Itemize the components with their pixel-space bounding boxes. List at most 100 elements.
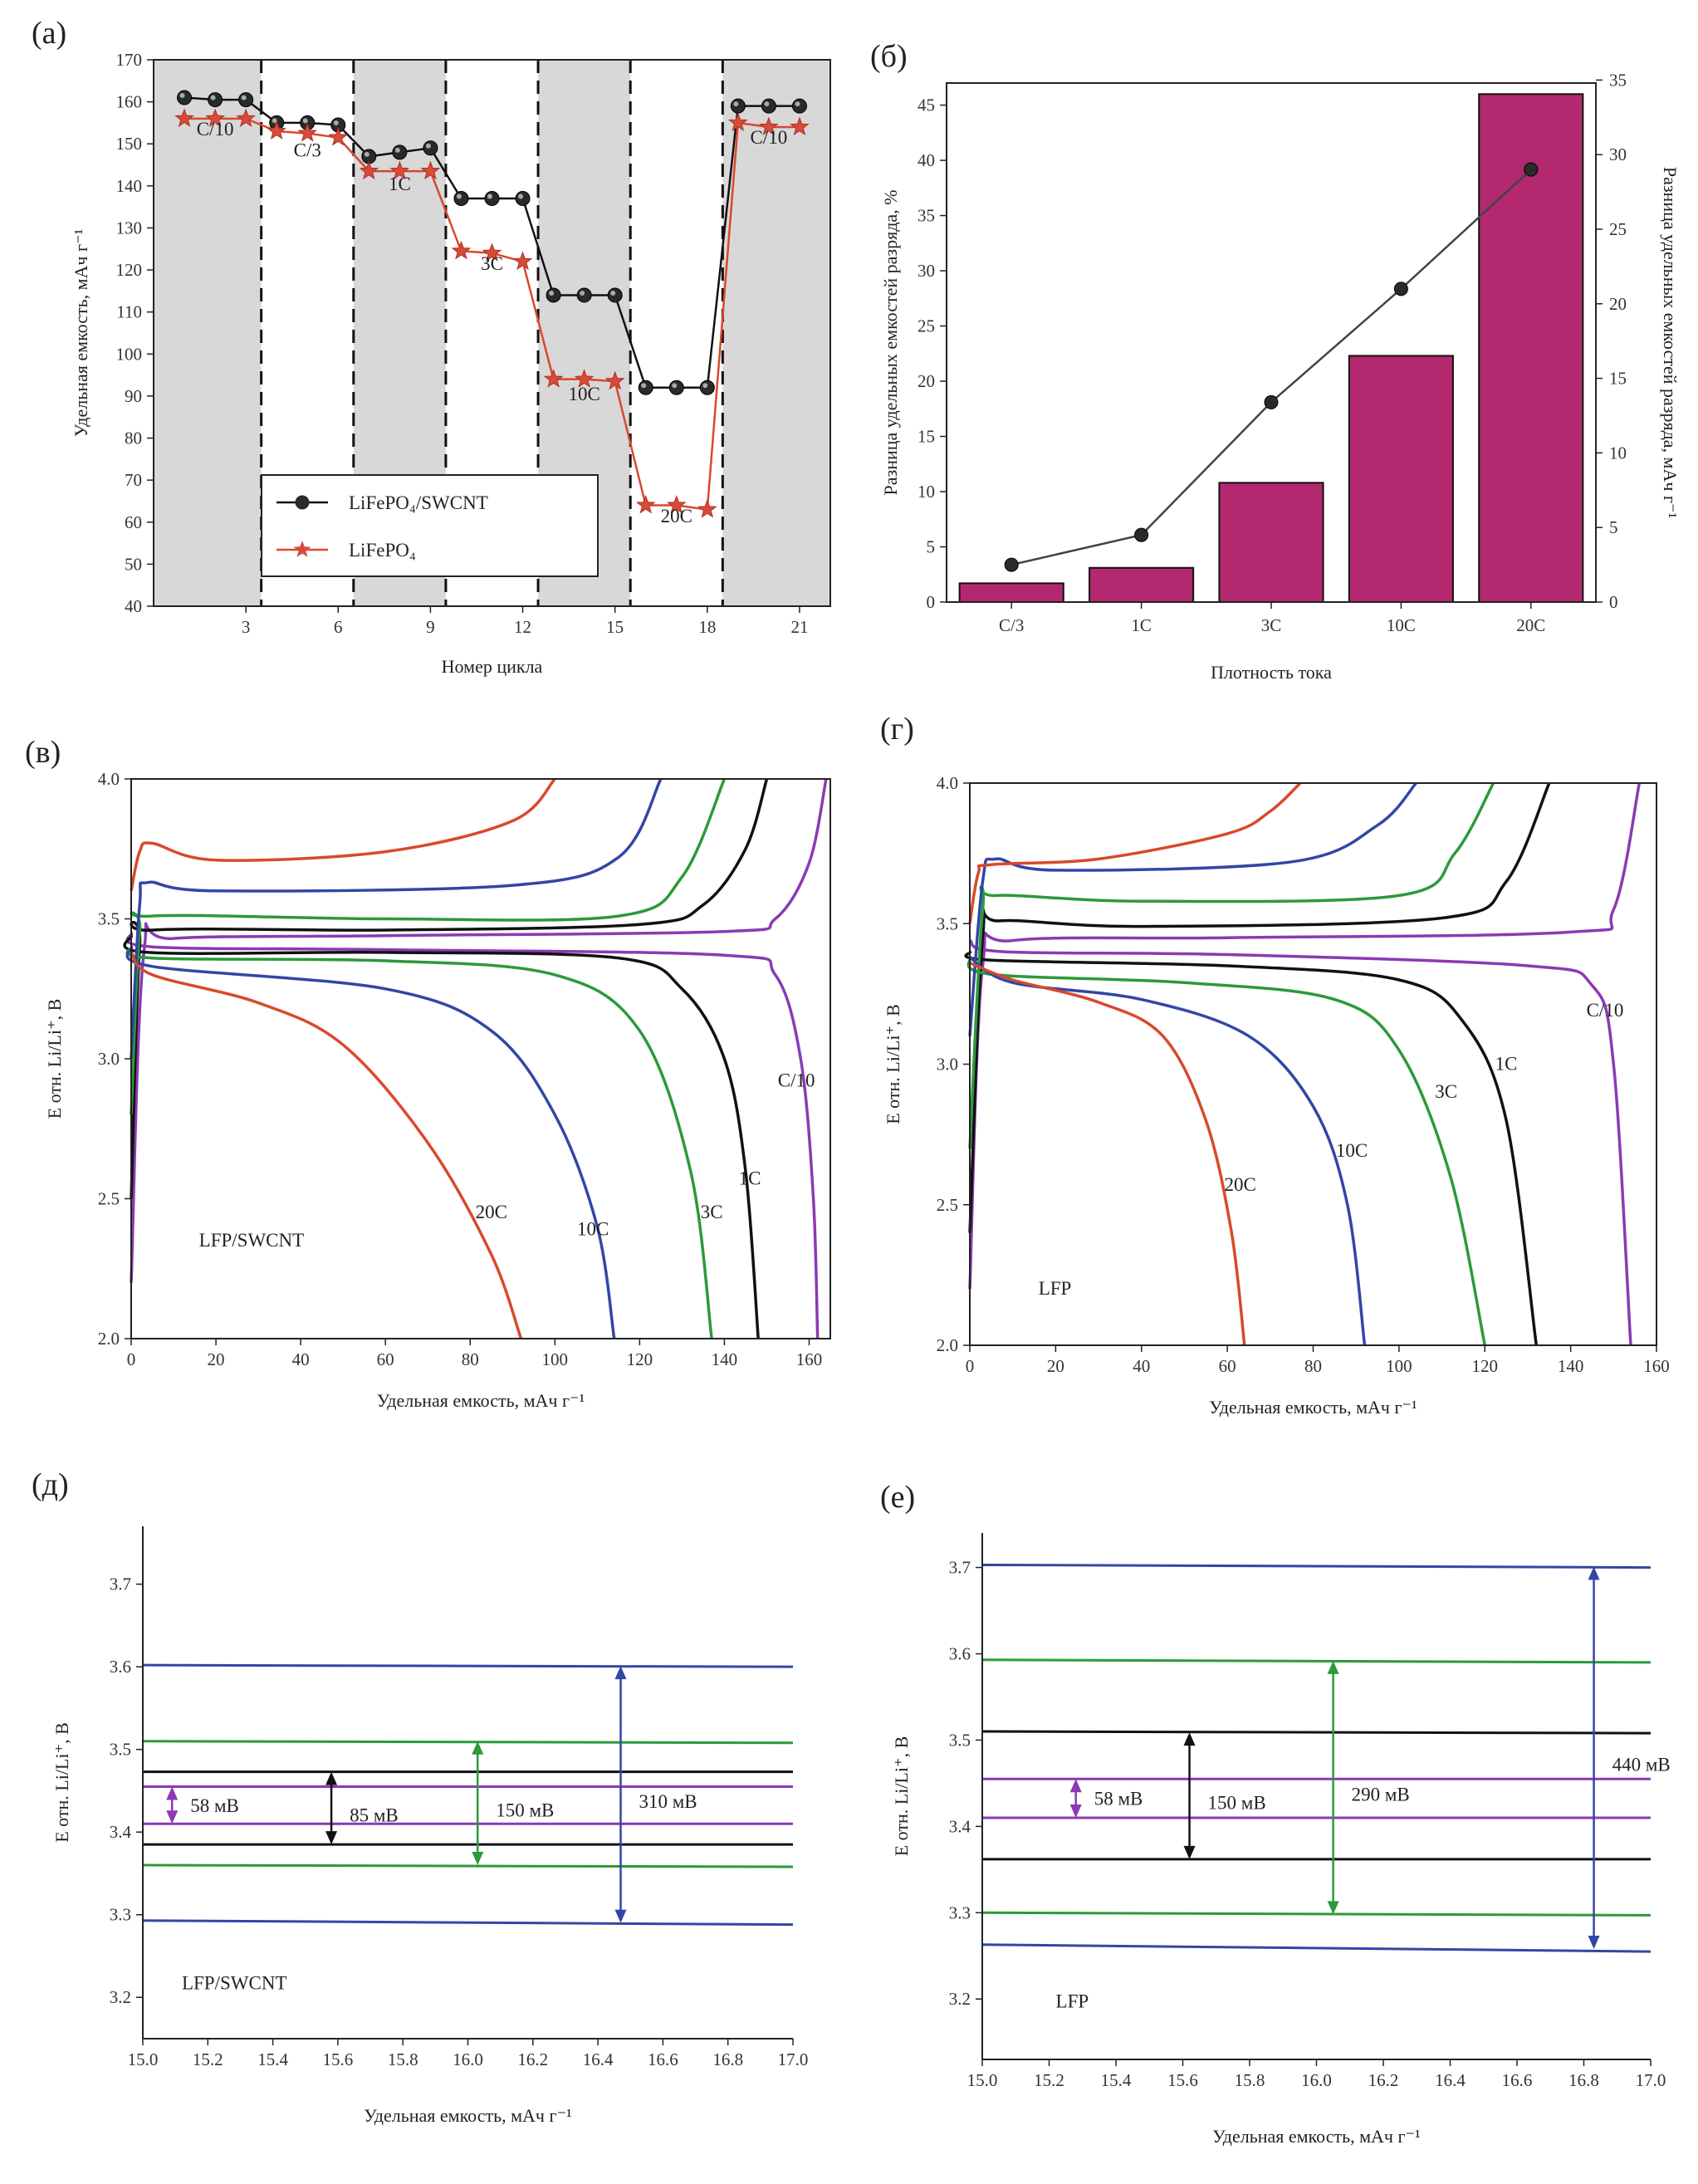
chart-c-x-tick-label: 20	[208, 1349, 225, 1369]
chart-a-x-tick-label: 15	[606, 617, 624, 637]
chart-b-left-axis-label: Разница удельных емкостей разряда, %	[880, 190, 901, 496]
chart-d-sample-label: LFP	[1039, 1278, 1072, 1299]
chart-c-x-tick-label: 40	[292, 1349, 310, 1369]
data-point-lifepo4	[574, 369, 595, 388]
difference-point	[1264, 394, 1279, 409]
chart-b-category-label: 3C	[1261, 615, 1282, 635]
chart-d-charge-curve-3c	[968, 782, 1495, 1149]
chart-e-gap-arrowhead-bottom	[472, 1852, 484, 1866]
chart-f-x-tick-label: 16.4	[1435, 2070, 1466, 2090]
chart-e-y-tick-label: 3.4	[110, 1822, 132, 1842]
chart-e-lfp-swcnt-polarization: 58 мВ 85 мВ 150 мВ 310 мВ 15.0 15.2 15.4 15.6 15…	[51, 1526, 808, 2126]
data-point-lifepo4	[790, 116, 810, 136]
data-point-lifepo4	[512, 251, 533, 271]
chart-a-y-tick-label: 50	[125, 554, 142, 574]
data-point-highlight	[610, 290, 616, 296]
chart-f-gap-arrowhead-bottom	[1327, 1901, 1339, 1915]
panel-label-a: (а)	[32, 16, 66, 51]
data-point-lifepo4-swcnt	[761, 98, 776, 114]
rate-band-label: C/10	[751, 127, 788, 148]
bar-10C	[1348, 355, 1454, 603]
chart-d-lfp-curves: C/10 1C 3C 10C 20C 0 20 40 60 80 100 120 140 160 2.0 2.…	[883, 773, 1670, 1418]
data-point-lifepo4	[328, 127, 349, 146]
chart-e-voltage-level-line	[142, 1863, 794, 1868]
chart-f-gap-label: 58 мВ	[1094, 1789, 1143, 1809]
panel-label-b: (б)	[870, 39, 908, 74]
chart-b-y-tick-label: 40	[918, 150, 935, 170]
chart-f-voltage-level-line	[981, 1658, 1652, 1664]
chart-f-y-tick-label: 3.2	[949, 1989, 971, 2009]
bar-1C	[1089, 566, 1195, 604]
data-point-lifepo4-swcnt	[668, 380, 684, 395]
data-point-highlight	[394, 147, 400, 153]
chart-f-y-axis-label: E отн. Li/Li⁺, В	[891, 1736, 912, 1857]
data-point-lifepo4	[297, 123, 318, 142]
chart-c-y-tick-label: 2.5	[98, 1189, 120, 1209]
series-line-lifepo4-swcnt	[184, 96, 800, 389]
chart-f-x-axis-label: Удельная емкость, мАч г⁻¹	[1212, 2126, 1420, 2147]
chart-f-sample-label: LFP	[1056, 1991, 1089, 2012]
chart-e-y-axis-label: E отн. Li/Li⁺, В	[51, 1722, 72, 1843]
chart-b-x-axis-label: Плотность тока	[1211, 662, 1332, 683]
chart-d-discharge-curve-c-10	[969, 938, 1632, 1346]
chart-d-y-tick-label: 2.5	[937, 1195, 958, 1215]
chart-c-charge-curve-10c	[130, 778, 663, 1060]
data-point-highlight	[641, 383, 647, 389]
data-point-lifepo4	[482, 242, 502, 262]
chart-f-y-tick-label: 3.4	[949, 1816, 971, 1836]
chart-d-charge-curve-20c	[968, 781, 1302, 924]
chart-c-discharge-curve-3c	[125, 945, 713, 1339]
chart-d-y-tick-label: 2.0	[937, 1335, 958, 1355]
rate-band-label: 20C	[661, 506, 692, 526]
data-point-highlight	[764, 101, 770, 107]
chart-e-y-tick-label: 3.6	[110, 1657, 131, 1677]
chart-e-gap-arrowhead-top	[472, 1741, 484, 1755]
data-point-lifepo4	[759, 116, 779, 136]
chart-f-voltage-level-line	[981, 1911, 1652, 1917]
chart-e-x-tick-label: 15.8	[388, 2049, 418, 2069]
chart-a-y-axis-label: Удельная емкость, мАч г⁻¹	[71, 229, 91, 437]
data-point-lifepo4-swcnt	[177, 90, 193, 105]
chart-f-gap-label: 150 мВ	[1208, 1792, 1266, 1813]
chart-e-y-tick-label: 3.7	[110, 1574, 131, 1594]
data-point-lifepo4-swcnt	[392, 144, 408, 160]
chart-b-right-tick-label: 30	[1609, 144, 1627, 164]
chart-b-category-label: 1C	[1131, 615, 1152, 635]
data-point-lifepo4	[389, 160, 410, 180]
data-point-lifepo4-swcnt	[484, 191, 500, 207]
data-point-lifepo4-swcnt	[546, 287, 561, 303]
chart-a-y-tick-label: 110	[116, 302, 142, 322]
rate-band-label: 1C	[389, 174, 411, 194]
bar-3C	[1218, 482, 1324, 604]
chart-b-right-axis-label: Разница удельных емкостей разряда, мАч г…	[1660, 167, 1681, 518]
chart-d-rate-label-3c: 3C	[1435, 1081, 1457, 1102]
chart-e-y-tick-label: 3.2	[110, 1987, 131, 2007]
chart-f-gap-arrowhead-top	[1069, 1779, 1082, 1793]
rate-band-label: C/3	[294, 140, 321, 160]
chart-c-rate-label-c-10: C/10	[778, 1070, 815, 1091]
difference-point	[1524, 162, 1539, 177]
chart-f-x-tick-label: 16.6	[1502, 2070, 1533, 2090]
chart-c-y-axis-label: E отн. Li/Li⁺, В	[44, 999, 65, 1119]
chart-b-right-tick-label: 25	[1609, 219, 1627, 239]
chart-f-x-tick-label: 15.0	[967, 2070, 998, 2090]
chart-d-rate-label-c-10: C/10	[1587, 1000, 1624, 1021]
chart-a-y-tick-label: 150	[116, 134, 143, 154]
chart-d-discharge-curve-10c	[969, 956, 1367, 1346]
difference-point	[1393, 282, 1408, 296]
chart-a-x-tick-label: 12	[514, 617, 531, 637]
chart-b-category-label: C/3	[999, 615, 1024, 635]
data-point-highlight	[456, 193, 462, 199]
data-point-lifepo4-swcnt	[576, 287, 592, 303]
chart-a-y-tick-label: 160	[116, 92, 143, 112]
chart-f-x-tick-label: 15.2	[1034, 2070, 1064, 2090]
chart-f-x-tick-label: 15.4	[1101, 2070, 1132, 2090]
chart-d-x-tick-label: 120	[1472, 1356, 1499, 1376]
chart-e-gap-label: 150 мВ	[496, 1800, 554, 1820]
data-point-lifepo4	[267, 120, 286, 140]
legend-marker-star	[293, 541, 311, 557]
chart-c-x-tick-label: 80	[462, 1349, 479, 1369]
data-point-highlight	[302, 118, 308, 124]
chart-a-y-tick-label: 170	[116, 50, 143, 70]
chart-e-x-tick-label: 15.2	[193, 2049, 223, 2069]
